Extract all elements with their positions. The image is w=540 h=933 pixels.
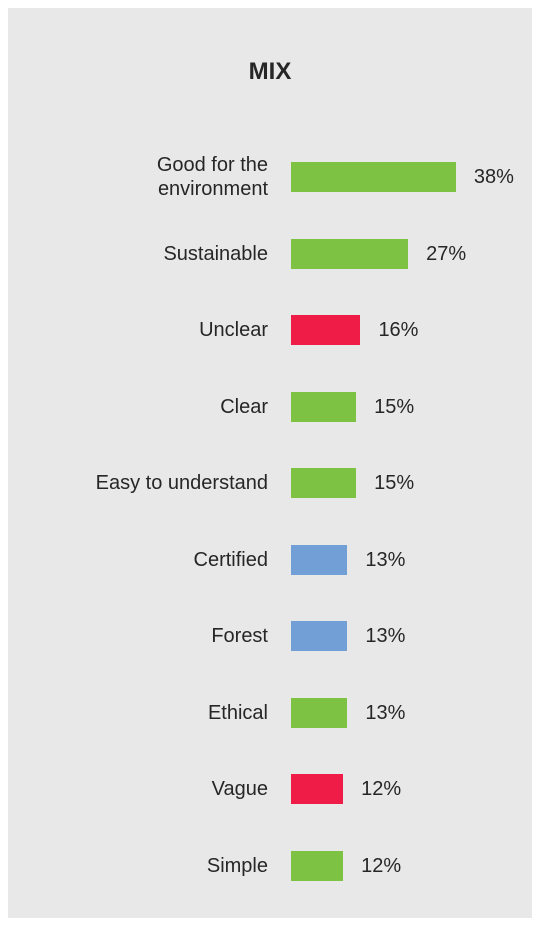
category-label: Good for the environment: [156, 154, 268, 200]
value-label: 15%: [374, 472, 415, 494]
chart-title: MIX: [248, 58, 292, 85]
bar: [291, 162, 456, 192]
bar: [291, 850, 344, 881]
value-label: 13%: [365, 548, 406, 571]
category-label: Clear: [220, 395, 268, 418]
value-label: 12%: [361, 854, 402, 877]
bar: [291, 391, 357, 422]
category-label: Vague: [211, 778, 268, 800]
category-label: Simple: [206, 854, 268, 877]
value-label: 16%: [378, 319, 419, 341]
value-label: 12%: [361, 778, 402, 800]
value-label: 13%: [365, 625, 406, 647]
bar: [291, 238, 409, 269]
chart-panel: MIX Good for the environment 38% Sustainab…: [8, 8, 532, 918]
value-label: 15%: [374, 395, 415, 418]
value-label: 27%: [426, 242, 467, 265]
value-label: 13%: [365, 701, 406, 724]
category-label: Forest: [211, 625, 268, 647]
category-label: Easy to understand: [95, 472, 268, 494]
category-label: Unclear: [199, 319, 268, 341]
category-label: Sustainable: [163, 242, 268, 265]
bar: [291, 315, 361, 345]
bar: [291, 544, 348, 575]
category-label: Certified: [193, 548, 268, 571]
bar: [291, 774, 344, 804]
value-label: 38%: [473, 166, 514, 188]
bar: [291, 468, 357, 498]
bar: [291, 621, 348, 651]
category-label: Ethical: [207, 701, 268, 724]
bar: [291, 697, 348, 728]
